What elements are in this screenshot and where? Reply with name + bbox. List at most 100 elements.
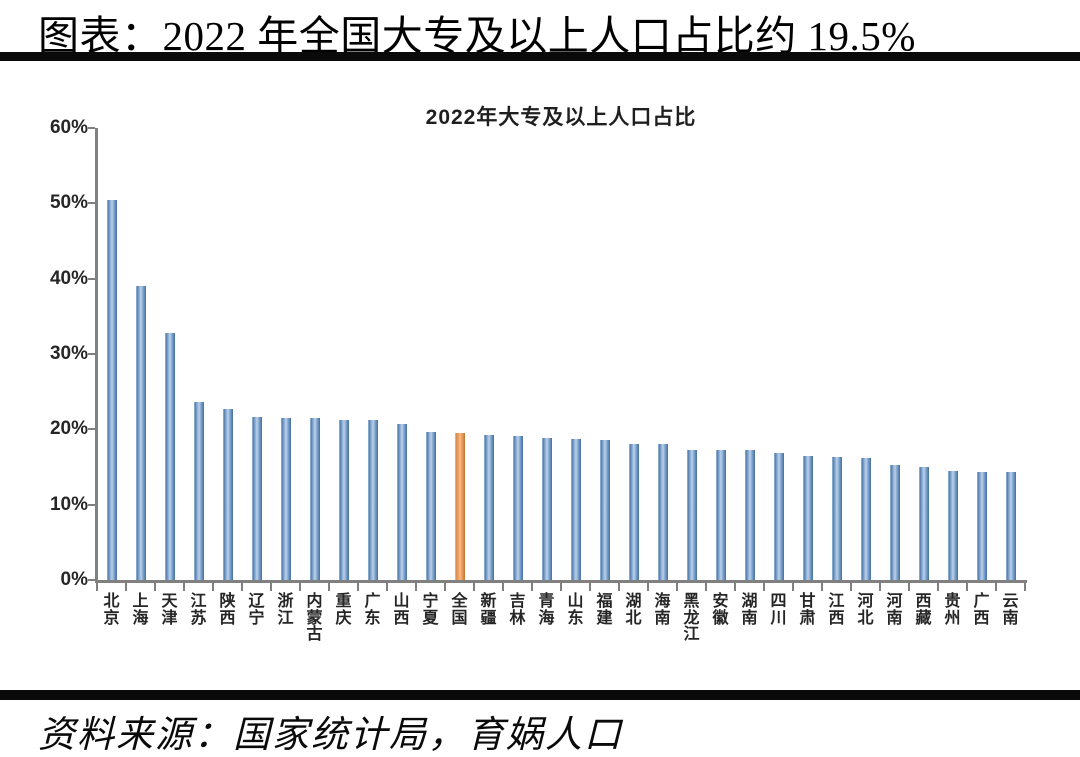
bar-重庆 (338, 419, 349, 580)
x-axis-tick (270, 583, 272, 591)
chart-title: 2022年大专及以上人口占比 (425, 106, 697, 129)
x-axis-tick (908, 583, 910, 591)
x-tick-label: 上 海 (132, 593, 149, 627)
x-tick-label: 湖 南 (741, 593, 758, 627)
y-axis-tick-label: 30% (49, 343, 88, 364)
top-divider (0, 52, 1080, 61)
x-tick-label: 广 东 (364, 593, 381, 627)
bar-新疆 (483, 434, 494, 580)
y-axis-tick-label: 50% (49, 192, 88, 214)
x-axis-tick (792, 583, 794, 591)
x-tick-label: 西 藏 (915, 593, 932, 627)
x-axis-tick (444, 583, 446, 591)
y-axis-tick-label: 60% (49, 117, 88, 138)
x-tick-label: 辽 宁 (248, 593, 265, 627)
x-axis-tick (734, 583, 736, 591)
x-axis-tick (560, 583, 562, 591)
page-title: 图表：2022 年全国大专及以上人口占比约 19.5% (38, 13, 916, 59)
x-axis-tick (850, 583, 852, 591)
bar-广西 (976, 472, 987, 580)
x-tick-label: 吉 林 (509, 593, 526, 627)
x-tick-label: 内 蒙 古 (306, 593, 323, 643)
x-tick-label: 甘 肃 (799, 593, 816, 627)
y-axis-tick (88, 277, 95, 280)
x-tick-label: 黑 龙 江 (683, 593, 700, 643)
x-tick-label: 全 国 (451, 593, 468, 627)
x-axis-tick (154, 583, 156, 591)
y-axis-tick (88, 579, 95, 581)
x-tick-label: 北 京 (103, 593, 120, 627)
x-axis-tick (879, 583, 881, 591)
x-axis-tick (386, 583, 388, 591)
x-axis-tick (995, 583, 997, 591)
bar-黑龙江 (686, 449, 697, 580)
x-axis-tick (125, 583, 127, 591)
y-axis-tick (88, 202, 95, 205)
bar-陕西 (222, 408, 233, 580)
x-tick-label: 重 庆 (335, 593, 352, 627)
x-tick-label: 天 津 (161, 593, 178, 627)
x-tick-label: 河 南 (886, 593, 903, 627)
bar-山西 (396, 424, 407, 580)
x-tick-label: 宁 夏 (422, 593, 439, 627)
x-axis-line (95, 580, 1027, 583)
x-axis-tick (589, 583, 591, 591)
x-tick-label: 新 疆 (480, 593, 497, 627)
x-tick-label: 江 西 (828, 593, 845, 627)
bar-湖北 (628, 444, 639, 580)
x-axis-tick (241, 583, 243, 591)
x-tick-label: 山 西 (393, 593, 410, 627)
x-tick-label: 浙 江 (277, 593, 294, 627)
x-tick-label: 山 东 (567, 593, 584, 627)
y-axis-line (95, 128, 98, 583)
x-axis-tick (415, 583, 417, 591)
x-tick-label: 陕 西 (219, 593, 236, 627)
x-axis-tick (618, 583, 620, 591)
y-axis-tick-label: 20% (49, 418, 88, 440)
bar-西藏 (918, 467, 929, 580)
bar-青海 (541, 437, 552, 580)
y-axis-tick-label: 10% (49, 493, 88, 515)
y-axis-tick (88, 353, 95, 355)
x-axis-tick (357, 583, 359, 591)
x-axis-tick (647, 583, 649, 591)
x-tick-label: 湖 北 (625, 593, 642, 627)
y-axis-tick (88, 503, 95, 506)
x-tick-label: 贵 州 (944, 593, 961, 627)
bar-贵州 (947, 470, 958, 580)
x-tick-label: 江 苏 (190, 593, 207, 627)
x-tick-label: 广 西 (973, 593, 990, 627)
bar-江西 (831, 457, 842, 580)
y-axis-tick (88, 127, 95, 129)
x-axis-tick (299, 583, 301, 591)
source-note: 资料来源：国家统计局，育娲人口 (38, 715, 623, 756)
bar-河南 (889, 465, 900, 580)
bar-云南 (1005, 472, 1016, 580)
x-axis-tick (212, 583, 214, 591)
x-tick-label: 福 建 (596, 593, 613, 627)
x-axis-tick (473, 583, 475, 591)
x-tick-label: 云 南 (1002, 593, 1019, 627)
x-axis-tick (183, 583, 185, 591)
x-axis-tick (502, 583, 504, 591)
x-axis-tick (531, 583, 533, 591)
bar-浙江 (280, 418, 291, 580)
bar-江苏 (193, 402, 204, 580)
x-axis-tick (966, 583, 968, 591)
y-axis-tick-label: 40% (49, 267, 88, 289)
bar-广东 (367, 420, 378, 580)
bar-海南 (657, 444, 668, 580)
x-tick-label: 青 海 (538, 593, 555, 627)
bar-北京 (106, 200, 117, 580)
bar-吉林 (512, 436, 523, 580)
bar-安徽 (715, 449, 726, 580)
y-axis-tick (88, 428, 95, 431)
x-axis-tick (821, 583, 823, 591)
x-axis-tick (763, 583, 765, 591)
x-axis-tick (96, 583, 98, 591)
y-axis-tick-label: 0% (60, 569, 88, 590)
bar-上海 (135, 286, 146, 580)
bar-内蒙古 (309, 418, 320, 580)
bar-湖南 (744, 450, 755, 580)
